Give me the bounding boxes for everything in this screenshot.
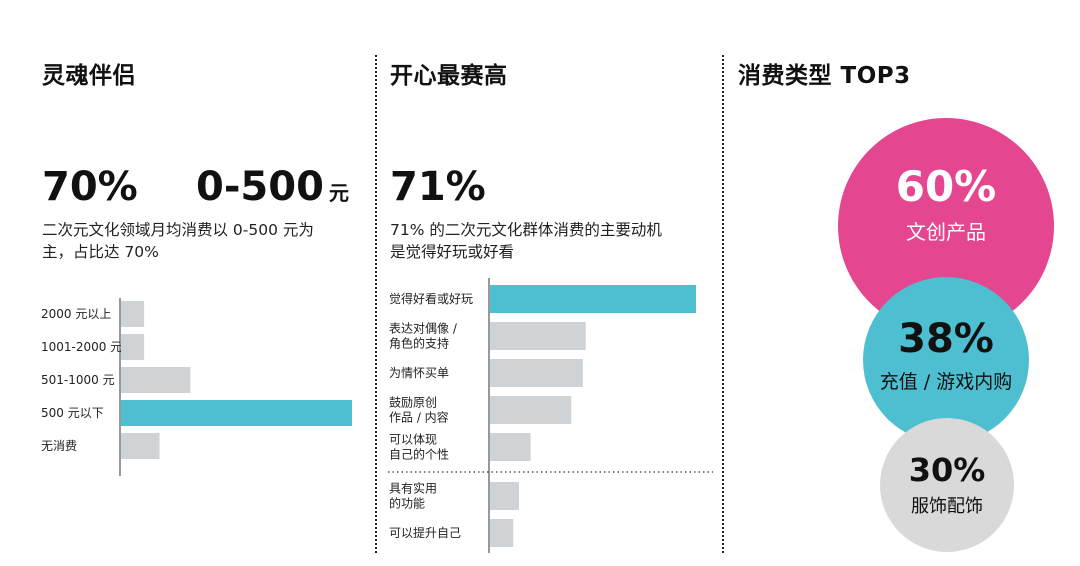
chart2-category-label: 角色的支持	[389, 336, 449, 351]
panel2-desc-line2: 是觉得好玩或好看	[390, 243, 515, 261]
panel2-description: 71% 的二次元文化群体消费的主要动机 是觉得好玩或好看	[390, 219, 710, 263]
chart2-category-label: 为情怀买单	[389, 366, 449, 380]
panel1-stat-range: 0-500	[196, 164, 324, 210]
chart2-category-label: 可以体现	[389, 433, 437, 447]
chart2-category-label: 作品 / 内容	[389, 410, 449, 425]
circle-cultural-products-label: 文创产品	[906, 220, 986, 244]
circle-cultural-products-pct: 60%	[895, 162, 997, 211]
chart1-category-label: 1001-2000 元	[41, 340, 122, 354]
chart2-bar	[490, 433, 531, 461]
panel1-heading: 灵魂伴侣	[42, 63, 136, 89]
chart1-category-label: 无消费	[41, 439, 77, 453]
panel1-desc-line2: 主，占比达 70%	[42, 243, 159, 261]
circle-cultural-products: 60% 文创产品	[838, 118, 1054, 334]
circle-apparel-pct: 30%	[908, 451, 986, 489]
circle-game-topup-label: 充值 / 游戏内购	[879, 371, 1013, 393]
chart2-bar	[490, 396, 572, 424]
chart2-category-label: 表达对偶像 /	[389, 322, 458, 336]
panel1-stat-range-group: 0-500 元	[196, 167, 349, 207]
circle-apparel: 30% 服饰配饰	[880, 418, 1014, 552]
circle-game-topup-pct: 38%	[898, 316, 994, 362]
chart2-category-label: 鼓励原创	[389, 396, 437, 410]
panel2-desc-line1: 71% 的二次元文化群体消费的主要动机	[390, 221, 662, 239]
panel1-desc-line1: 二次元文化领域月均消费以 0-500 元为	[42, 221, 314, 239]
chart2-bar	[490, 482, 520, 510]
panel3-heading: 消费类型 TOP3	[738, 63, 911, 89]
chart2-bar	[490, 285, 696, 313]
chart2-bar	[490, 359, 583, 387]
chart2-category-label: 的功能	[389, 496, 425, 511]
chart1-bar	[121, 301, 145, 327]
chart2-category-label: 自己的个性	[389, 447, 449, 462]
panel2-heading: 开心最赛高	[390, 63, 508, 89]
chart2-category-label: 可以提升自己	[389, 525, 461, 540]
chart1-bar	[121, 400, 352, 426]
chart2-bar	[490, 519, 514, 547]
chart2-bar	[490, 322, 586, 350]
divider-dotted-1	[375, 55, 377, 553]
divider-dotted-2	[722, 55, 724, 553]
circle-game-topup: 38% 充值 / 游戏内购	[863, 277, 1029, 443]
chart1-category-label: 501-1000 元	[41, 373, 115, 387]
panel1-stat-share: 70%	[42, 164, 138, 210]
chart1-category-label: 500 元以下	[41, 406, 104, 420]
chart1-category-label: 2000 元以上	[41, 307, 111, 321]
chart1-bar	[121, 433, 160, 459]
panel1-stat-unit: 元	[329, 181, 350, 205]
circle-apparel-label: 服饰配饰	[911, 496, 983, 517]
chart1-bar	[121, 367, 191, 393]
chart1-bar	[121, 334, 145, 360]
panel2-stat: 71%	[390, 164, 486, 210]
chart2-category-label: 觉得好看或好玩	[389, 291, 473, 306]
chart2-category-label: 具有实用	[389, 481, 437, 496]
panel1-description: 二次元文化领域月均消费以 0-500 元为 主，占比达 70%	[42, 219, 362, 263]
